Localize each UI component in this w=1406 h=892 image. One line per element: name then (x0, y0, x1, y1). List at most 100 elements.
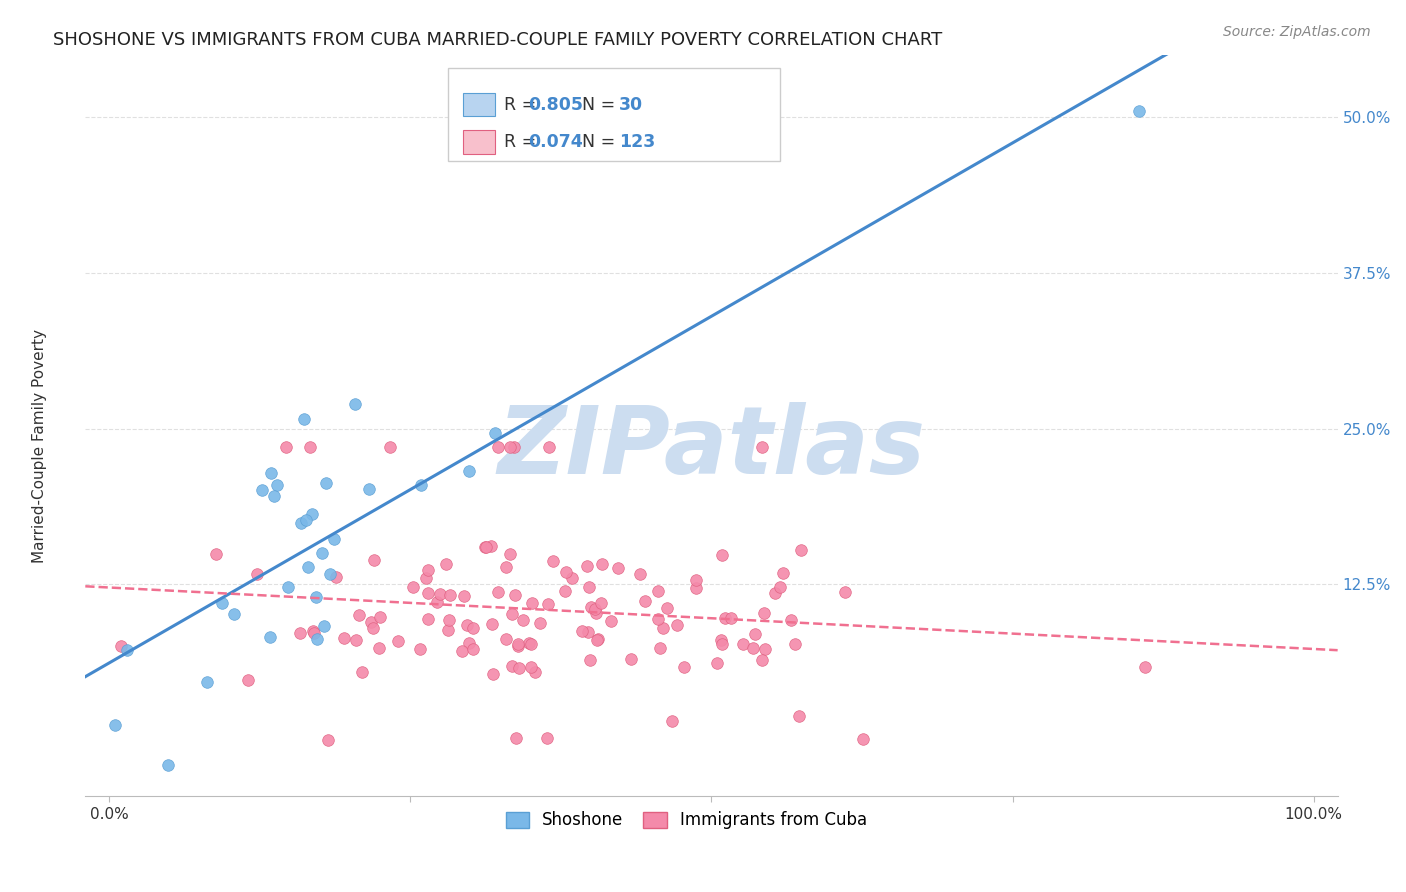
Point (852, 732, 875, 747)
Point (315, 476, 337, 491)
Point (259, 630, 281, 644)
Point (555, 566, 578, 580)
Point (325, 570, 347, 584)
Point (205, 548, 228, 562)
Point (1133, 660, 1156, 674)
Point (503, 588, 526, 602)
Point (474, 540, 496, 554)
Point (290, 516, 312, 531)
Point (666, 618, 689, 632)
Point (157, 758, 180, 772)
Point (583, 602, 606, 616)
Point (586, 632, 609, 646)
Point (789, 543, 811, 558)
Point (578, 580, 600, 594)
Point (651, 621, 673, 635)
Point (481, 667, 503, 681)
Point (457, 464, 479, 478)
Text: ZIPatlas: ZIPatlas (498, 401, 925, 494)
Point (710, 637, 733, 651)
Point (276, 441, 298, 455)
Point (224, 607, 246, 621)
Point (787, 709, 810, 723)
Point (266, 478, 288, 492)
Point (305, 632, 328, 647)
Point (599, 615, 621, 629)
Point (537, 597, 560, 611)
Point (772, 566, 794, 580)
Point (751, 441, 773, 455)
Text: SHOSHONE VS IMMIGRANTS FROM CUBA MARRIED-COUPLE FAMILY POVERTY CORRELATION CHART: SHOSHONE VS IMMIGRANTS FROM CUBA MARRIED… (53, 31, 942, 49)
Point (495, 560, 517, 574)
Point (554, 583, 576, 598)
Point (401, 580, 423, 594)
Point (575, 558, 598, 573)
Point (461, 621, 484, 635)
Point (437, 623, 460, 637)
Point (110, 640, 132, 654)
Point (780, 613, 803, 627)
Point (387, 634, 409, 648)
Point (319, 566, 342, 581)
FancyBboxPatch shape (463, 130, 495, 154)
Point (752, 606, 775, 620)
Point (508, 661, 530, 675)
Point (501, 607, 523, 621)
Point (458, 636, 481, 650)
Point (301, 507, 323, 521)
Point (288, 626, 311, 640)
Text: 0.074: 0.074 (529, 133, 583, 151)
Point (765, 585, 787, 599)
Point (475, 540, 498, 554)
Point (769, 580, 792, 594)
Point (709, 633, 731, 648)
Point (363, 553, 385, 567)
Point (720, 611, 742, 625)
Point (710, 548, 733, 562)
Text: N =: N = (571, 133, 621, 151)
Point (751, 652, 773, 666)
Point (368, 610, 391, 624)
Point (519, 637, 541, 651)
Point (505, 731, 527, 746)
Point (301, 624, 323, 638)
Point (579, 599, 602, 614)
Point (529, 615, 551, 630)
Point (543, 554, 565, 568)
Point (344, 633, 367, 648)
Point (347, 608, 370, 623)
Point (479, 540, 502, 554)
Point (561, 571, 583, 585)
FancyBboxPatch shape (463, 93, 495, 117)
Point (589, 596, 612, 610)
Point (263, 490, 285, 504)
Point (409, 642, 432, 657)
Point (501, 659, 523, 673)
Point (685, 573, 707, 587)
Point (685, 581, 707, 595)
Point (630, 566, 652, 581)
Point (439, 588, 461, 602)
Point (453, 589, 475, 603)
Text: Married-Couple Family Poverty: Married-Couple Family Poverty (32, 329, 46, 563)
Point (439, 613, 461, 627)
Point (508, 640, 530, 654)
Point (647, 584, 669, 599)
Point (579, 653, 602, 667)
Text: 0.805: 0.805 (529, 95, 583, 113)
Point (571, 624, 593, 638)
Point (104, 718, 127, 732)
Point (576, 625, 599, 640)
Point (294, 412, 316, 426)
Point (409, 478, 432, 492)
Point (297, 559, 319, 574)
Point (754, 641, 776, 656)
Text: R =: R = (505, 95, 541, 113)
Point (302, 626, 325, 640)
Point (647, 612, 669, 626)
Point (495, 632, 517, 646)
Point (673, 660, 696, 674)
Point (418, 563, 440, 577)
FancyBboxPatch shape (449, 69, 780, 161)
Point (524, 665, 547, 679)
